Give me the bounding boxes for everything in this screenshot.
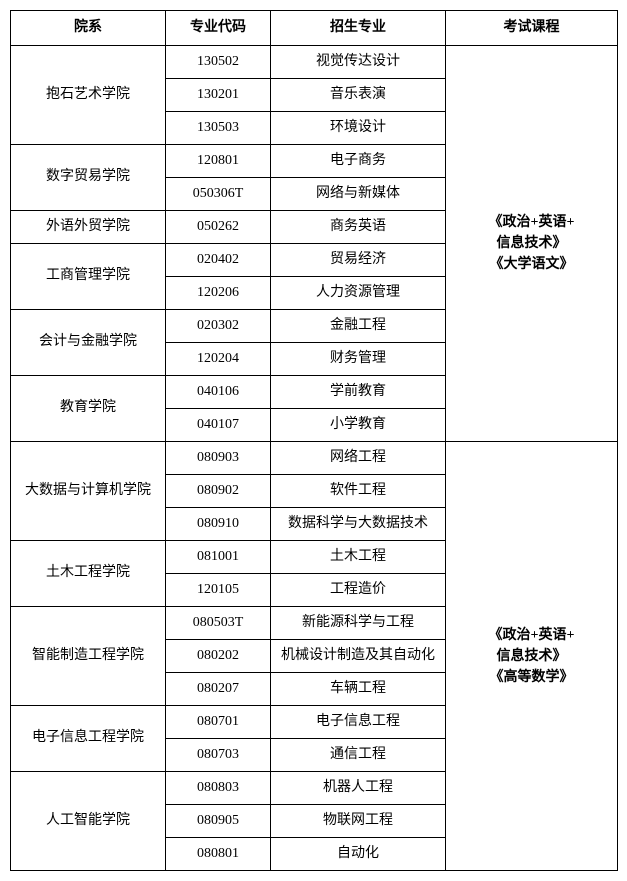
code-cell: 120801 [166, 145, 271, 178]
major-cell: 人力资源管理 [271, 277, 446, 310]
major-cell: 新能源科学与工程 [271, 607, 446, 640]
code-cell: 080902 [166, 475, 271, 508]
code-cell: 081001 [166, 541, 271, 574]
major-cell: 软件工程 [271, 475, 446, 508]
admissions-table: 院系 专业代码 招生专业 考试课程 抱石艺术学院 130502 视觉传达设计 《… [10, 10, 618, 871]
dept-cell: 外语外贸学院 [11, 211, 166, 244]
code-cell: 080703 [166, 739, 271, 772]
code-cell: 080803 [166, 772, 271, 805]
code-cell: 040106 [166, 376, 271, 409]
major-cell: 网络与新媒体 [271, 178, 446, 211]
table-row: 大数据与计算机学院 080903 网络工程 《政治+英语+ 信息技术》 《高等数… [11, 442, 618, 475]
dept-cell: 大数据与计算机学院 [11, 442, 166, 541]
major-cell: 音乐表演 [271, 79, 446, 112]
code-cell: 080202 [166, 640, 271, 673]
major-cell: 通信工程 [271, 739, 446, 772]
dept-cell: 抱石艺术学院 [11, 46, 166, 145]
dept-cell: 电子信息工程学院 [11, 706, 166, 772]
exam-cell-2: 《政治+英语+ 信息技术》 《高等数学》 [446, 442, 618, 871]
major-cell: 网络工程 [271, 442, 446, 475]
major-cell: 电子信息工程 [271, 706, 446, 739]
dept-cell: 人工智能学院 [11, 772, 166, 871]
code-cell: 050262 [166, 211, 271, 244]
major-cell: 视觉传达设计 [271, 46, 446, 79]
dept-cell: 智能制造工程学院 [11, 607, 166, 706]
major-cell: 贸易经济 [271, 244, 446, 277]
major-cell: 工程造价 [271, 574, 446, 607]
major-cell: 土木工程 [271, 541, 446, 574]
code-cell: 080801 [166, 838, 271, 871]
code-cell: 080910 [166, 508, 271, 541]
major-cell: 数据科学与大数据技术 [271, 508, 446, 541]
code-cell: 120204 [166, 343, 271, 376]
major-cell: 自动化 [271, 838, 446, 871]
code-cell: 050306T [166, 178, 271, 211]
header-exam: 考试课程 [446, 11, 618, 46]
code-cell: 040107 [166, 409, 271, 442]
table-row: 抱石艺术学院 130502 视觉传达设计 《政治+英语+ 信息技术》 《大学语文… [11, 46, 618, 79]
exam-line: 《政治+英语+ [489, 628, 575, 643]
code-cell: 130502 [166, 46, 271, 79]
code-cell: 130201 [166, 79, 271, 112]
exam-line: 信息技术》 [497, 649, 567, 664]
code-cell: 020302 [166, 310, 271, 343]
exam-cell-1: 《政治+英语+ 信息技术》 《大学语文》 [446, 46, 618, 442]
exam-line: 《大学语文》 [490, 257, 574, 272]
major-cell: 商务英语 [271, 211, 446, 244]
major-cell: 物联网工程 [271, 805, 446, 838]
code-cell: 080903 [166, 442, 271, 475]
exam-line: 《高等数学》 [490, 670, 574, 685]
dept-cell: 工商管理学院 [11, 244, 166, 310]
dept-cell: 数字贸易学院 [11, 145, 166, 211]
major-cell: 电子商务 [271, 145, 446, 178]
exam-line: 《政治+英语+ [489, 215, 575, 230]
dept-cell: 会计与金融学院 [11, 310, 166, 376]
dept-cell: 土木工程学院 [11, 541, 166, 607]
code-cell: 020402 [166, 244, 271, 277]
major-cell: 财务管理 [271, 343, 446, 376]
code-cell: 120105 [166, 574, 271, 607]
major-cell: 机械设计制造及其自动化 [271, 640, 446, 673]
header-department: 院系 [11, 11, 166, 46]
code-cell: 080503T [166, 607, 271, 640]
major-cell: 小学教育 [271, 409, 446, 442]
major-cell: 环境设计 [271, 112, 446, 145]
major-cell: 车辆工程 [271, 673, 446, 706]
header-major: 招生专业 [271, 11, 446, 46]
exam-line: 信息技术》 [497, 236, 567, 251]
table-header-row: 院系 专业代码 招生专业 考试课程 [11, 11, 618, 46]
code-cell: 130503 [166, 112, 271, 145]
major-cell: 机器人工程 [271, 772, 446, 805]
code-cell: 080905 [166, 805, 271, 838]
code-cell: 080207 [166, 673, 271, 706]
major-cell: 金融工程 [271, 310, 446, 343]
code-cell: 080701 [166, 706, 271, 739]
major-cell: 学前教育 [271, 376, 446, 409]
code-cell: 120206 [166, 277, 271, 310]
dept-cell: 教育学院 [11, 376, 166, 442]
header-code: 专业代码 [166, 11, 271, 46]
